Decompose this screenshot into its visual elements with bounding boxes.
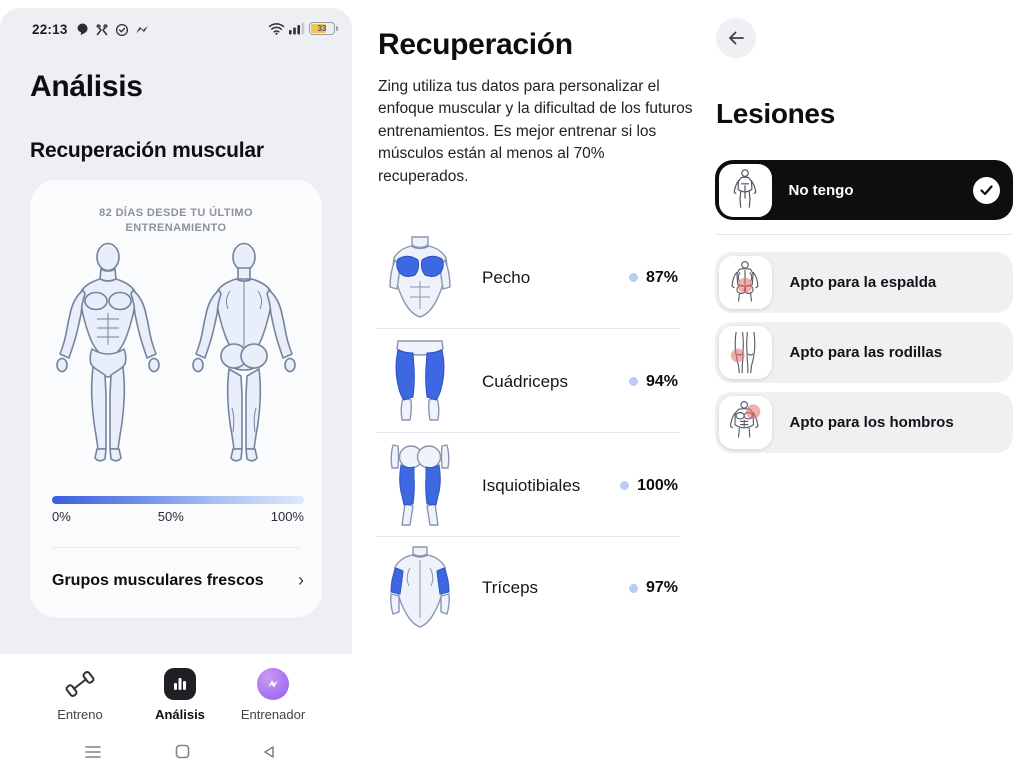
option-back-friendly[interactable]: Apto para la espalda	[715, 252, 1013, 313]
recovery-dot-icon	[628, 583, 638, 593]
bar-chart-icon	[164, 668, 196, 700]
option-shoulder-friendly[interactable]: Apto para los hombros	[715, 392, 1013, 453]
recovery-dot-icon	[628, 377, 638, 386]
wifi-icon	[268, 23, 285, 35]
scale-0: 0%	[52, 509, 71, 524]
muscle-recovery-card[interactable]: 82 DÍAS DESDE TU ÚLTIMO ENTRENAMIENTO	[30, 180, 322, 618]
analysis-screen: 22:13 33 Análisis Recuperación muscular …	[0, 0, 352, 782]
recovery-screen: Recuperación Zing utiliza tus datos para…	[352, 0, 972, 782]
body-back-diagram	[192, 242, 296, 462]
muscle-row-isquiotibiales[interactable]: Isquiotibiales 100%	[366, 434, 686, 537]
back-button[interactable]	[716, 18, 756, 58]
tab-entrenador[interactable]: Entrenador	[228, 668, 318, 722]
tab-entreno-label: Entreno	[57, 707, 103, 722]
scale-100: 100%	[270, 509, 304, 524]
option-no-injury-selected[interactable]: No tengo	[715, 160, 1013, 220]
option-knee-friendly[interactable]: Apto para las rodillas	[715, 322, 1013, 383]
battery-percent: 33	[317, 24, 327, 33]
section-title-muscle-recovery: Recuperación muscular	[30, 139, 264, 162]
selected-check-icon	[973, 176, 1000, 204]
triceps-muscle-icon	[390, 546, 450, 628]
muscle-percent: 87%	[645, 268, 678, 286]
chevron-right-icon: ›	[298, 570, 304, 590]
options-divider	[715, 234, 1013, 235]
page-title-analysis: Análisis	[30, 70, 143, 103]
check-circle-status-icon	[115, 23, 129, 37]
no-injury-body-icon	[718, 163, 772, 217]
option-label: Apto para los hombros	[789, 414, 954, 431]
tab-entreno[interactable]: Entreno	[35, 668, 125, 722]
muscle-row-cuadriceps[interactable]: Cuádriceps 94%	[366, 330, 686, 433]
scale-50: 50%	[157, 509, 184, 524]
signal-bars-icon	[289, 22, 305, 35]
muscle-row-triceps[interactable]: Tríceps 97%	[366, 540, 686, 636]
battery-icon: 33	[309, 22, 338, 35]
tools-icon	[96, 24, 108, 36]
android-navigation-bar	[84, 744, 276, 759]
fresh-muscle-groups-link[interactable]: Grupos musculares frescos ›	[52, 570, 304, 591]
isquiotibiales-muscle-icon	[390, 443, 450, 526]
notification-icons	[76, 23, 150, 37]
page-title-recovery: Recuperación	[378, 28, 573, 61]
muscle-percent: 94%	[645, 372, 678, 390]
row-divider	[376, 432, 680, 433]
recovery-description: Zing utiliza tus datos para personalizar…	[378, 78, 693, 185]
status-clock: 22:13	[32, 22, 68, 37]
dumbbell-icon	[65, 671, 95, 697]
muscle-name: Cuádriceps	[482, 371, 568, 391]
recovery-scale-labels: 0% 50% 100%	[52, 509, 304, 524]
messenger-status-icon	[136, 25, 148, 33]
tab-analisis-label: Análisis	[155, 707, 205, 722]
status-bar: 22:13 33	[0, 18, 352, 46]
muscle-name: Tríceps	[482, 578, 539, 597]
back-triangle-icon[interactable]	[262, 745, 276, 759]
muscle-percent: 97%	[645, 579, 678, 596]
menu-icon[interactable]	[84, 745, 102, 759]
home-square-icon[interactable]	[175, 744, 190, 759]
knee-injury-icon	[718, 326, 772, 379]
injuries-screen: Lesiones No tengo	[700, 0, 1024, 782]
chat-bubble-icon	[77, 23, 88, 35]
recovery-dot-icon	[628, 273, 638, 282]
arrow-left-icon	[729, 31, 744, 45]
page-title-injuries: Lesiones	[716, 98, 835, 129]
battery-fill	[311, 24, 326, 33]
row-divider	[376, 536, 680, 537]
tab-analisis[interactable]: Análisis	[135, 668, 225, 722]
no-injury-label: No tengo	[788, 181, 854, 199]
tab-entrenador-label: Entrenador	[240, 707, 306, 722]
connectivity-icons: 33	[268, 22, 338, 35]
fresh-muscle-groups-label: Grupos musculares frescos	[52, 571, 264, 589]
recovery-gradient-bar	[52, 496, 304, 504]
pecho-muscle-icon	[389, 235, 451, 318]
card-divider	[52, 547, 300, 548]
recovery-dot-icon	[620, 481, 630, 490]
body-front-diagram	[56, 242, 160, 462]
option-label: Apto para las rodillas	[789, 344, 943, 361]
muscle-percent: 100%	[637, 476, 678, 494]
option-label: Apto para la espalda	[789, 274, 937, 291]
cuadriceps-muscle-icon	[395, 339, 445, 421]
row-divider	[376, 328, 680, 329]
bolt-icon	[257, 668, 289, 700]
body-diagrams	[30, 242, 322, 477]
bottom-tab-bar: Entreno Análisis Entrenador	[0, 654, 352, 782]
muscle-row-pecho[interactable]: Pecho 87%	[366, 226, 686, 329]
battery-cap	[335, 26, 338, 32]
muscle-name: Pecho	[482, 267, 531, 287]
days-since-last-workout: 82 DÍAS DESDE TU ÚLTIMO ENTRENAMIENTO	[99, 207, 253, 234]
shoulder-injury-icon	[718, 396, 772, 449]
muscle-name: Isquiotibiales	[482, 475, 581, 495]
back-injury-icon	[718, 256, 772, 309]
